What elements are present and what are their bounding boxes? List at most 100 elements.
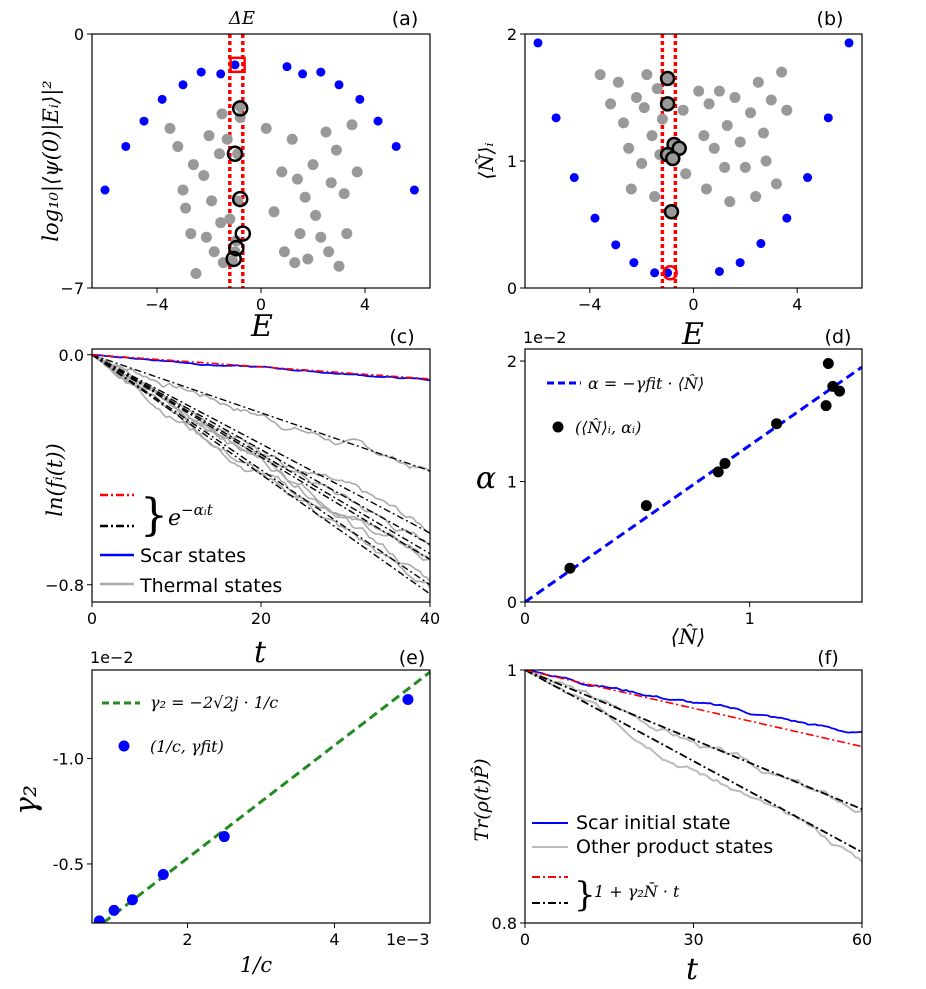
panel-a-xlabel: E [250,309,273,344]
scar-initial-curve [525,670,862,734]
thermal-point [656,113,668,125]
thermal-point [752,76,764,88]
legend-scar-label: Scar states [140,545,246,567]
c-ytick-label: 0.0 [59,346,84,365]
thermal-point [323,246,335,258]
a-ytick-label: 0 [74,25,84,44]
panel-c-xlabel: t [254,635,267,670]
panel-f: (f) t Tr(ρ(t)P̂) 0 30 60 1 0.8 Scar initial … [471,647,873,987]
thermal-point [708,142,720,154]
scar-point [844,38,854,48]
panel-d-legend: α = −γfit · ⟨N̂⟩ (⟨N̂⟩ᵢ, αᵢ) [547,374,704,437]
thermal-point [299,191,311,203]
panel-c-legend: } e−αᵢt Scar states Thermal states [100,490,282,597]
panel-e: (e) 1e−2 1e−3 1/c γ₂ 2 4 -1.0 -0.5 γ₂ = −2√… [9,647,431,977]
scar-point [157,94,167,104]
scar-fit-line-f [525,670,862,748]
legend-f-brace: } [574,875,596,915]
panel-a-title: ΔE [228,8,255,29]
thermal-point [776,66,788,78]
panel-d-multiplier: 1e−2 [523,328,567,347]
thermal-point [765,94,777,106]
thermal-point [341,228,353,240]
thermal-point [200,231,212,243]
panel-a-ylabel: log₁₀|⟨ψ(0)|Eᵢ⟩|² [39,80,64,241]
panel-b-label: (b) [817,8,844,30]
b-ytick-label: 2 [507,25,517,44]
panel-d-xlabel: ⟨N̂⟩ [671,625,706,649]
a-xtick-label: 4 [360,295,370,314]
alpha-point [822,357,834,369]
scar-point [373,116,383,126]
thermal-fit-line [92,354,430,595]
panel-c: (c) t ln(fᵢ(t)) 0 20 40 0.0 −0.8 } e−αᵢt Sca… [43,326,440,670]
panel-e-multiplier: 1e−2 [90,648,134,667]
scar-point [714,266,724,276]
thermal-point [278,246,290,258]
a-xtick-label: −4 [145,295,169,314]
legend-fit-exp: −αᵢt [181,501,214,519]
scar-point [590,213,600,223]
thermal-point [693,85,705,97]
scar-point [178,80,188,90]
d-ytick-label: 0 [507,593,517,612]
thermal-point [745,107,757,119]
scar-point [121,141,131,151]
thermal-point [618,117,630,129]
d-ytick-label: 1 [507,473,517,492]
scar-point [391,141,401,151]
thermal-point [310,209,322,221]
thermal-point [703,98,715,110]
thermal-point [649,191,661,203]
scar-point [803,173,813,183]
thermal-point [646,130,658,142]
panel-a-frame [91,33,431,289]
thermal-point [294,228,306,240]
thermal-point [338,188,350,200]
alpha-point [564,562,576,574]
thermal-point [651,83,663,95]
b-xtick-label: 0 [688,295,698,314]
alpha-point [771,418,783,430]
panel-e-xlabel: 1/c [240,953,272,977]
thermal-point [724,196,736,208]
scar-point [216,69,226,79]
thermal-point [630,92,642,103]
thermal-point [346,119,358,131]
thermal-point [302,253,314,265]
thermal-point [260,122,272,134]
b-xtick-label: 4 [792,295,802,314]
alpha-point [640,500,652,512]
thermal-point [177,184,189,196]
legend-other-label: Other product states [576,836,773,858]
thermal-point [781,104,793,116]
other-product-curve [525,670,862,814]
legend-gamma-points-swatch [118,740,130,752]
panel-f-label: (f) [817,647,839,669]
alpha-point [820,400,832,412]
selected-state-ring [659,96,676,112]
thermal-point [700,183,712,195]
thermal-fit-line [92,354,430,555]
scar-point [611,240,621,250]
f-xtick-label: 0 [520,930,530,949]
selected-state-ring [226,145,244,162]
alpha-point [712,466,724,478]
c-xtick-label: 40 [420,609,440,628]
scar-fit-line [92,353,430,380]
thermal-point [698,130,710,142]
c-ytick-label: −0.8 [45,576,84,595]
d-xtick-label: 0 [520,609,530,628]
thermal-point [638,102,650,114]
selected-state-ring [231,190,249,208]
panel-d-ylabel: α [476,461,496,496]
b-ytick-label: 1 [507,152,517,171]
panel-e-x-multiplier: 1e−3 [386,930,430,949]
thermal-point [770,178,782,190]
d-ytick-label: 2 [507,352,517,371]
legend-gamma-line-label: γ₂ = −2√2j · 1/c [150,693,278,712]
thermal-fit-line [92,354,430,534]
thermal-point [625,183,637,195]
gamma-point [93,915,105,923]
scar-point [782,213,792,223]
